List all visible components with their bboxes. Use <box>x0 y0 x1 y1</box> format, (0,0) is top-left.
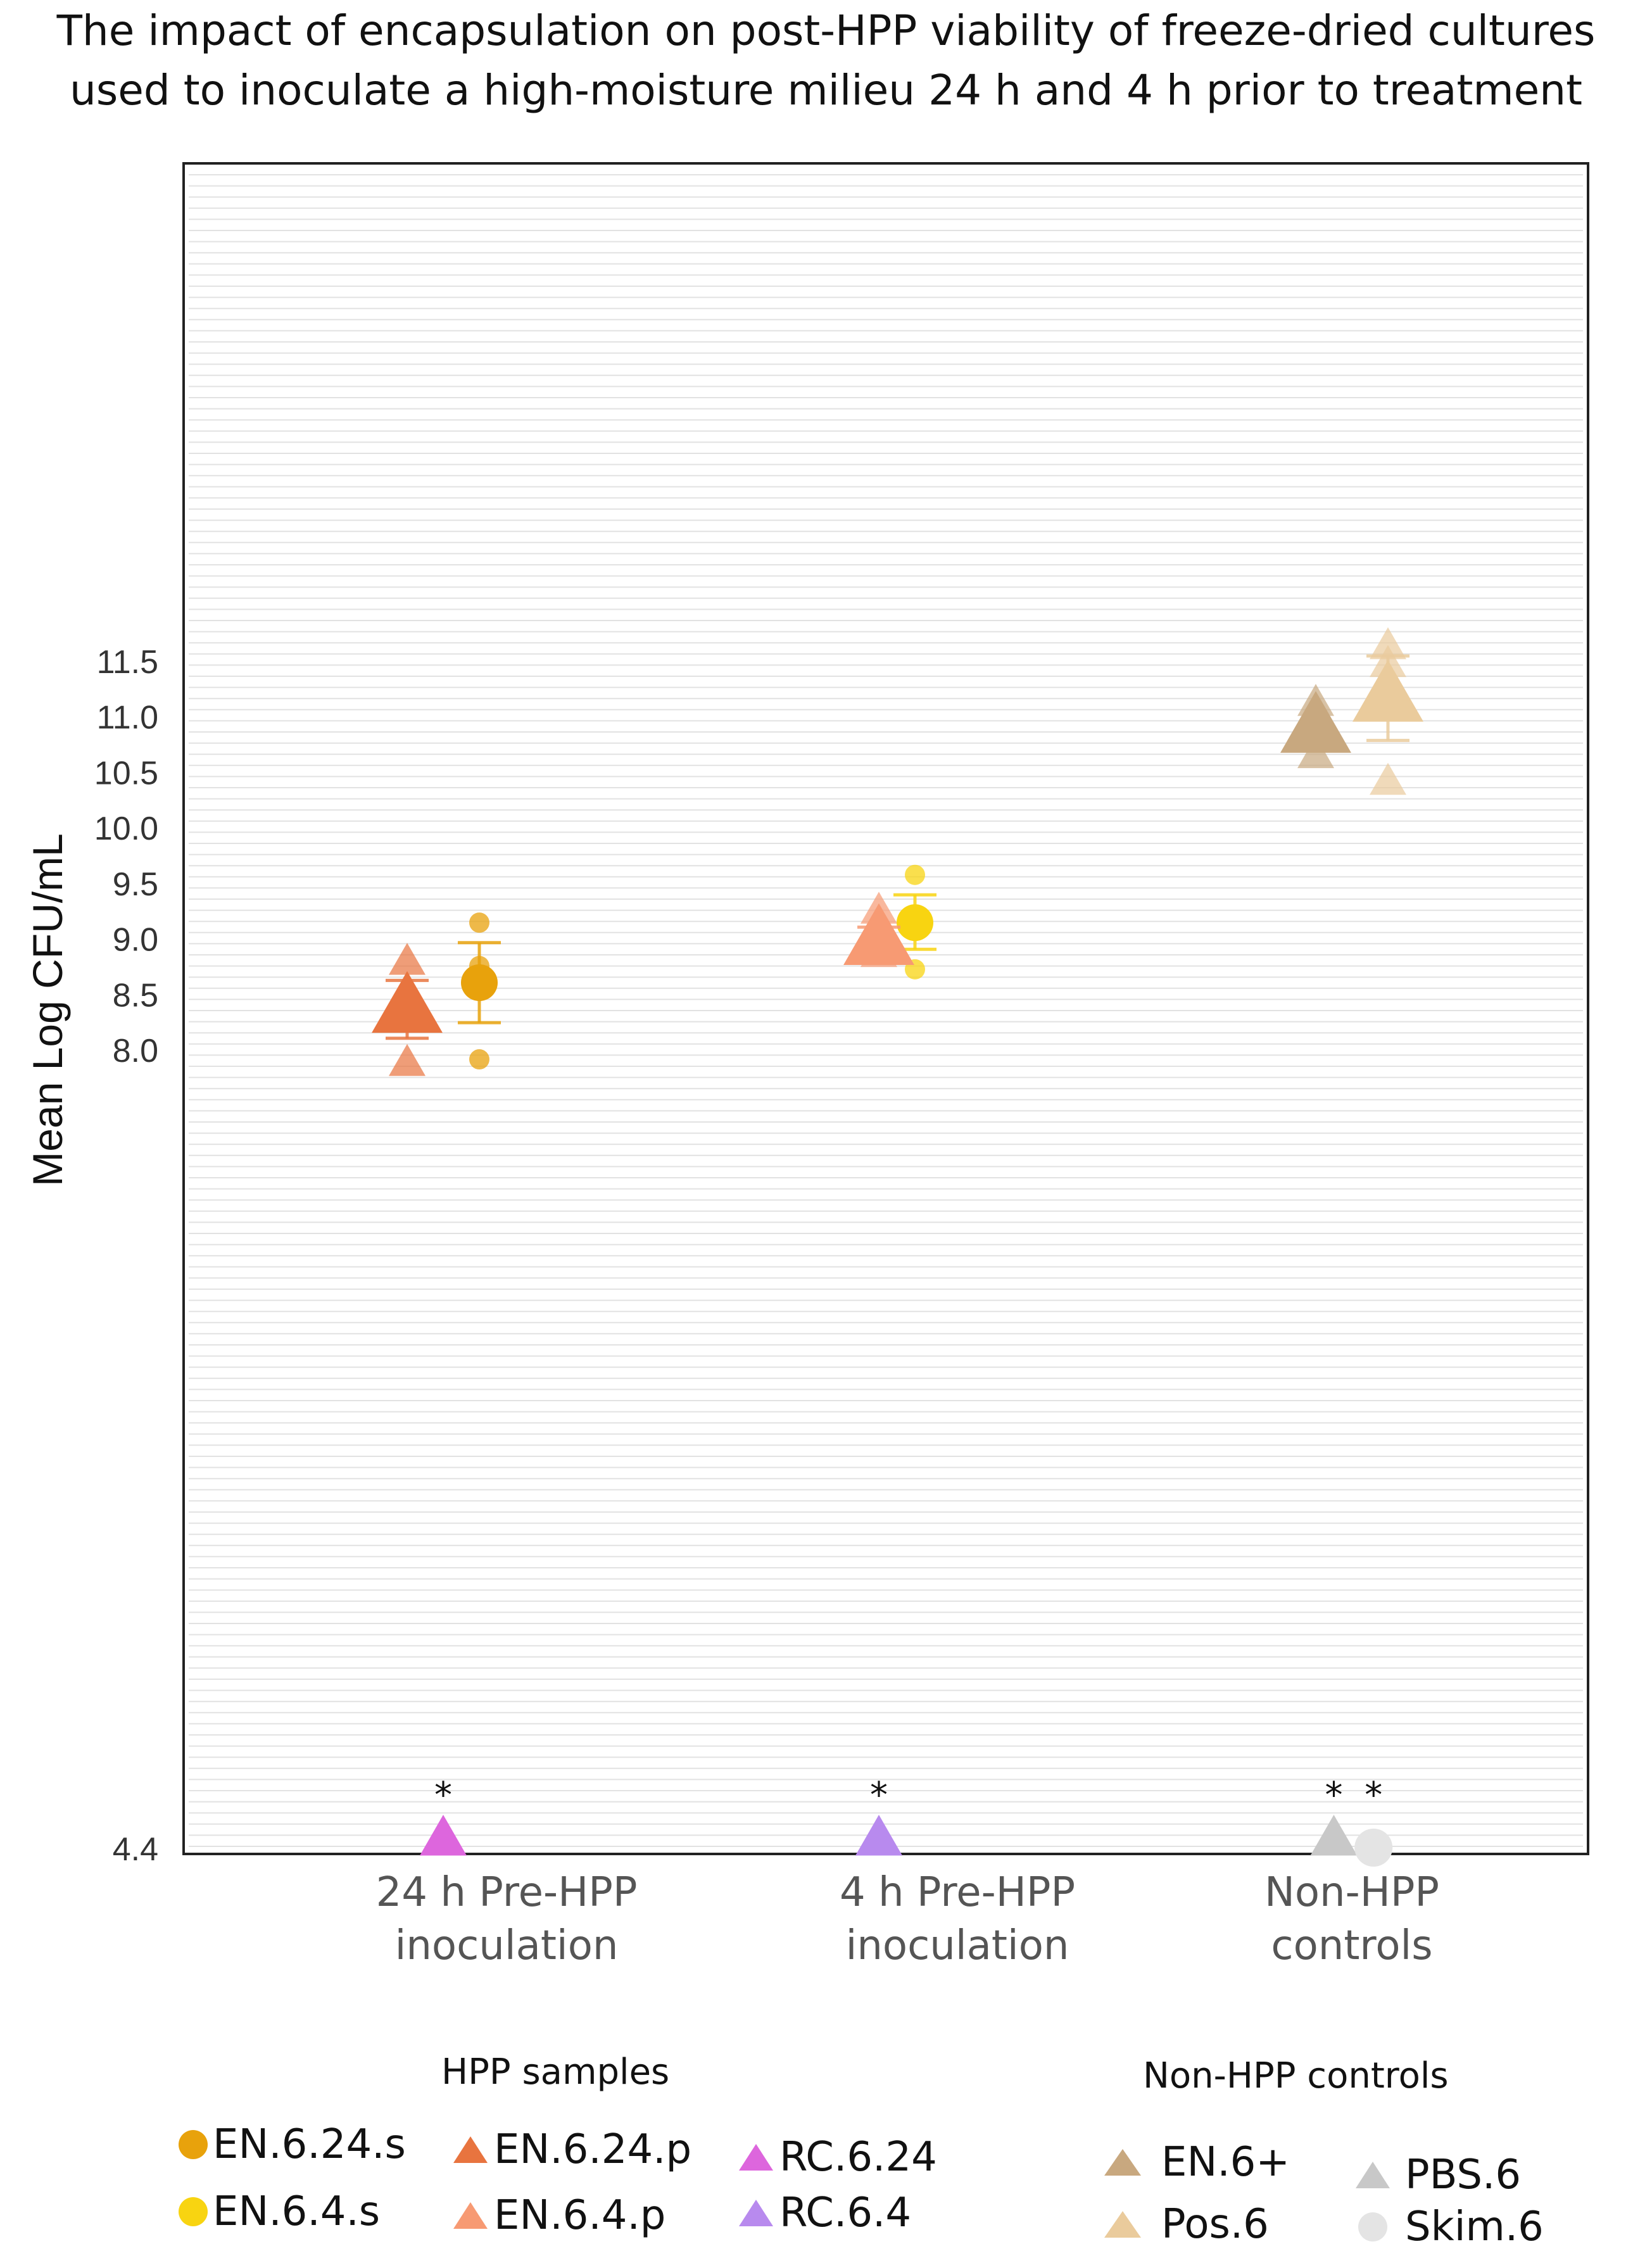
replicate-marker <box>469 912 489 933</box>
replicate-marker <box>469 1049 489 1070</box>
legend-triangle <box>1104 2149 1141 2176</box>
y-tick-label: 4.4 <box>113 1831 158 1868</box>
below-detection-asterisk: * <box>1365 1775 1382 1816</box>
legend-triangle <box>453 2136 488 2163</box>
mean-marker <box>897 904 933 942</box>
y-axis-label: Mean Log CFU/mL <box>24 833 71 1187</box>
below-detection-asterisk: * <box>434 1775 452 1816</box>
replicate-marker <box>389 943 426 975</box>
legend-item: EN.6.4.p <box>451 2192 665 2239</box>
chart-title-line-1: The impact of encapsulation on post-HPP … <box>56 6 1596 55</box>
legend-circle <box>179 2130 208 2159</box>
mean-marker <box>843 903 914 966</box>
legend-label: Skim.6 <box>1405 2203 1544 2250</box>
legend-item: EN.6+ <box>1100 2139 1290 2186</box>
legend-control-title: Non-HPP controls <box>1143 2055 1449 2096</box>
below-detection-asterisk: * <box>870 1775 888 1816</box>
mean-marker <box>855 1815 902 1856</box>
legend-triangle <box>1356 2162 1390 2188</box>
replicate-marker <box>1370 762 1406 795</box>
mean-marker <box>372 971 443 1033</box>
mean-marker <box>461 964 498 1001</box>
y-tick-label: 8.0 <box>113 1033 158 1069</box>
x-category-label: Non-HPP <box>1264 1869 1439 1916</box>
chart-title-line-2: used to inoculate a high-moisture milieu… <box>70 66 1582 115</box>
y-tick-label: 11.0 <box>97 700 158 736</box>
legend-label: EN.6.4.p <box>494 2192 666 2239</box>
legend-label: EN.6.24.p <box>494 2126 692 2173</box>
legend-triangle-marker <box>739 2200 773 2226</box>
mean-marker <box>1280 691 1351 753</box>
legend-triangle <box>453 2202 488 2229</box>
legend-item: RC.6.4 <box>736 2190 911 2236</box>
legend-item: EN.6.4.s <box>177 2188 380 2235</box>
legend-triangle-marker <box>739 2144 773 2171</box>
x-category-label: inoculation <box>395 1922 619 1969</box>
chart-title: The impact of encapsulation on post-HPP … <box>0 1 1652 120</box>
legend-item: EN.6.24.s <box>177 2121 406 2168</box>
legend-item: EN.6.24.p <box>451 2126 691 2173</box>
y-tick-label: 8.5 <box>113 977 158 1014</box>
below-detection-asterisk: * <box>1325 1775 1343 1816</box>
legend-triangle <box>1104 2211 1141 2238</box>
y-tick-label: 11.5 <box>97 644 158 681</box>
mean-marker <box>1310 1815 1358 1856</box>
legend-item: RC.6.24 <box>736 2134 937 2181</box>
legend-label: EN.6.24.s <box>213 2121 406 2168</box>
legend-label: RC.6.4 <box>779 2190 912 2236</box>
y-tick-label: 10.5 <box>94 755 158 791</box>
legend-item: PBS.6 <box>1353 2152 1521 2198</box>
data-marks: * * * * <box>372 627 1423 1867</box>
y-tick-label: 9.5 <box>113 866 158 903</box>
legend-label: PBS.6 <box>1405 2152 1522 2198</box>
legend-triangle <box>739 2200 773 2226</box>
mean-marker <box>1354 1829 1393 1867</box>
mean-marker <box>420 1815 467 1856</box>
replicate-marker <box>1370 627 1406 660</box>
legend-circle <box>1358 2212 1387 2241</box>
legend-triangle-marker <box>453 2136 488 2163</box>
legend-triangle-marker <box>1104 2149 1141 2176</box>
replicate-marker <box>389 1043 426 1076</box>
legend-triangle <box>739 2144 773 2171</box>
legend-triangle-marker <box>1104 2211 1141 2238</box>
x-category-label: 4 h Pre-HPP <box>840 1869 1075 1916</box>
legend-circle <box>179 2197 208 2226</box>
legend-item: Pos.6 <box>1100 2201 1269 2248</box>
legend-circle-marker <box>179 2197 208 2226</box>
x-category-label: inoculation <box>846 1922 1069 1969</box>
legend-item: Skim.6 <box>1353 2203 1544 2250</box>
legend-triangle-marker <box>453 2202 488 2229</box>
legend-label: Pos.6 <box>1161 2201 1269 2248</box>
legend-label: EN.6+ <box>1161 2139 1290 2186</box>
y-tick-label: 10.0 <box>94 810 158 847</box>
legend-circle-marker <box>1358 2212 1387 2241</box>
mean-marker <box>1352 660 1423 722</box>
legend-label: RC.6.24 <box>779 2134 937 2181</box>
x-category-label: 24 h Pre-HPP <box>376 1869 638 1916</box>
y-axis-ticks: 4.4 8.0 8.5 9.0 9.5 10.0 10.5 11.0 11.5 <box>94 644 158 1868</box>
x-axis-categories: 24 h Pre-HPP inoculation 4 h Pre-HPP inocul… <box>376 1869 1439 1969</box>
legend-triangle-marker <box>1356 2162 1390 2188</box>
x-category-label: controls <box>1271 1922 1432 1969</box>
replicate-marker <box>905 864 925 885</box>
y-tick-label: 9.0 <box>113 922 158 959</box>
legend-circle-marker <box>179 2130 208 2159</box>
legend-hpp-title: HPP samples <box>441 2052 670 2093</box>
legend-label: EN.6.4.s <box>213 2188 381 2235</box>
